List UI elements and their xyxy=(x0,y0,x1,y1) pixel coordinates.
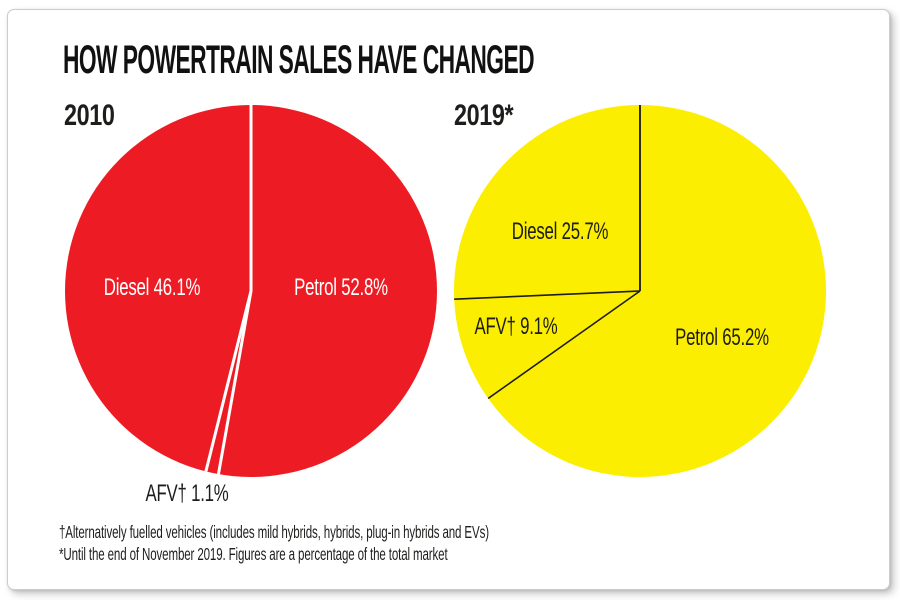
slice-label-diesel-2010: Diesel 46.1% xyxy=(103,274,201,301)
footnote-period: *Until the end of November 2019. Figures… xyxy=(59,544,448,564)
page-title: HOW POWERTRAIN SALES HAVE CHANGED xyxy=(63,38,535,82)
slice-label-petrol-2019: Petrol 65.2% xyxy=(675,324,769,351)
footnotes: †Alternatively fuelled vehicles (include… xyxy=(59,521,489,565)
slice-label-petrol-2010: Petrol 52.8% xyxy=(294,274,388,301)
slice-label-diesel-2019: Diesel 25.7% xyxy=(511,218,609,245)
pie-chart-2010 xyxy=(65,105,437,477)
pie-chart-2019 xyxy=(454,105,826,477)
slice-label-afv-2010: AFV† 1.1% xyxy=(145,480,229,507)
year-label-2019: 2019* xyxy=(454,99,514,132)
year-label-2010: 2010 xyxy=(64,99,115,132)
footnote-afv: †Alternatively fuelled vehicles (include… xyxy=(59,522,489,542)
slice-label-afv-2019: AFV† 9.1% xyxy=(474,313,558,340)
